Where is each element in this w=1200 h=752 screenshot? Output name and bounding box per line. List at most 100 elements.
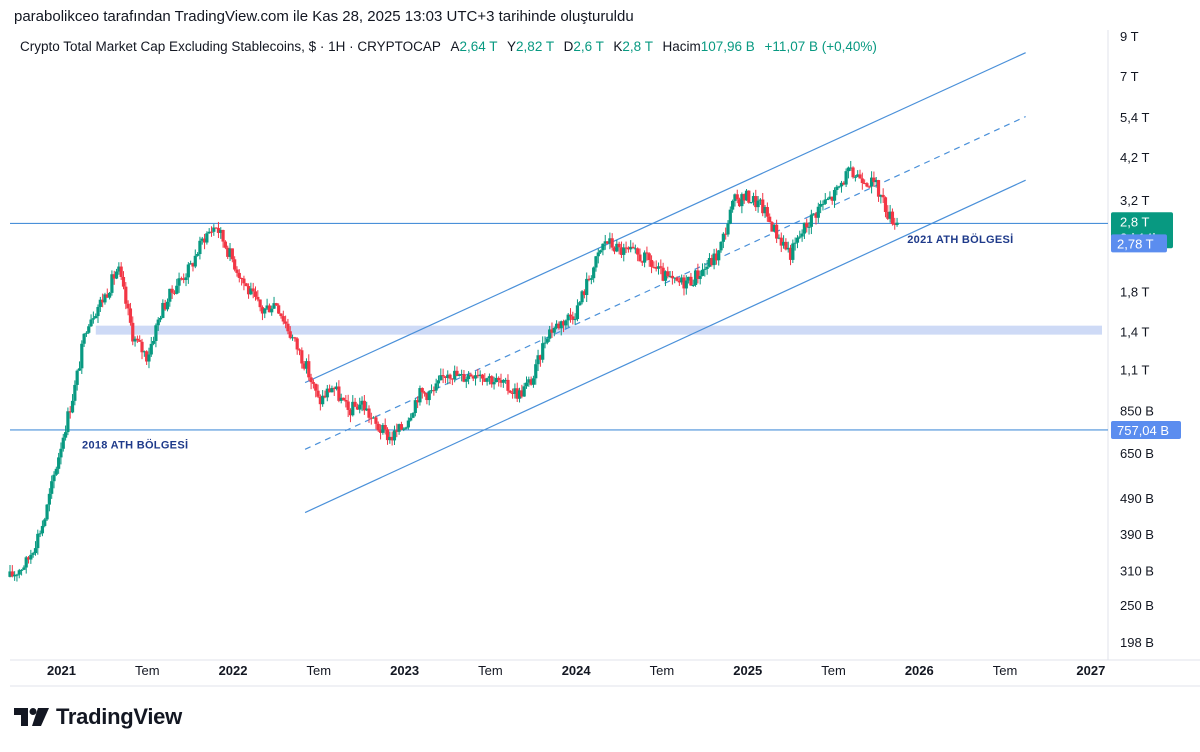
y-tick-label: 1,8 T xyxy=(1120,284,1149,299)
candle-body xyxy=(448,374,452,379)
candle-body xyxy=(406,420,410,428)
candle-body xyxy=(89,319,93,327)
candle-body xyxy=(436,380,441,384)
candle-body xyxy=(895,222,899,225)
candle-body xyxy=(828,196,832,200)
candle-body xyxy=(45,504,49,520)
candle-body xyxy=(367,408,371,418)
candle-body xyxy=(427,391,431,401)
candle-body xyxy=(304,361,309,369)
candle-body xyxy=(617,243,621,248)
y-tick-label: 1,1 T xyxy=(1120,363,1149,378)
x-tick-label: 2025 xyxy=(733,663,762,678)
candle-body xyxy=(501,379,505,383)
candle-body xyxy=(321,395,325,405)
candle-body xyxy=(705,266,709,269)
candle-body xyxy=(483,378,487,382)
candle-body xyxy=(832,189,837,201)
candle-body xyxy=(105,294,109,298)
candle-body xyxy=(228,248,232,257)
candle-body xyxy=(756,200,760,208)
candle-body xyxy=(184,277,188,281)
candle-body xyxy=(402,428,406,430)
candle-body xyxy=(772,224,776,232)
candle-body xyxy=(842,182,846,185)
candle-body xyxy=(659,266,663,268)
candle-body xyxy=(251,288,255,292)
candle-body xyxy=(193,255,197,267)
candle-body xyxy=(469,374,473,377)
x-tick-label: 2024 xyxy=(562,663,592,678)
candle-body xyxy=(594,256,598,268)
candle-body xyxy=(619,247,624,255)
candle-body xyxy=(886,211,890,219)
candle-body xyxy=(286,323,290,332)
candle-body xyxy=(531,378,536,385)
candle-body xyxy=(119,266,123,277)
candle-body xyxy=(413,400,417,414)
candle-body xyxy=(293,337,297,339)
candle-body xyxy=(54,468,58,475)
candle-body xyxy=(663,271,668,281)
candle-body xyxy=(31,553,35,555)
candle-body xyxy=(235,269,239,273)
candle-body xyxy=(378,430,383,433)
candle-body xyxy=(87,326,91,333)
candle-body xyxy=(263,308,267,314)
candle-body xyxy=(615,243,619,252)
candle-body xyxy=(561,321,566,326)
tradingview-logo[interactable]: TradingView xyxy=(14,704,182,730)
candle-body xyxy=(524,382,529,387)
candle-body xyxy=(710,258,714,266)
candle-body xyxy=(554,323,559,328)
candle-body xyxy=(520,390,524,397)
x-tick-label: Tem xyxy=(307,663,332,678)
candle-body xyxy=(272,303,276,309)
candle-body xyxy=(309,377,313,383)
candle-body xyxy=(737,199,742,207)
candle-body xyxy=(837,186,841,188)
level-price-box-0 xyxy=(1111,234,1167,253)
candle-body xyxy=(77,368,82,371)
candle-body xyxy=(721,233,725,242)
candle-body xyxy=(91,318,95,320)
candle-body xyxy=(73,384,77,401)
candle-body xyxy=(314,383,318,391)
candle-body xyxy=(805,222,809,228)
candle-body xyxy=(156,319,160,326)
candle-body xyxy=(795,237,800,243)
candle-body xyxy=(140,341,144,353)
candle-body xyxy=(80,343,84,369)
candle-body xyxy=(856,174,860,177)
candle-body xyxy=(696,270,700,279)
candle-body xyxy=(19,569,24,571)
candle-body xyxy=(768,216,772,223)
candle-body xyxy=(40,525,45,534)
candle-body xyxy=(587,278,591,280)
candle-body xyxy=(66,411,70,433)
candle-body xyxy=(221,229,225,242)
candle-body xyxy=(175,285,179,294)
candle-body xyxy=(649,260,654,267)
candle-body xyxy=(17,570,21,575)
x-tick-label: 2021 xyxy=(47,663,76,678)
candle-body xyxy=(126,303,130,309)
candle-body xyxy=(629,246,633,250)
candle-body xyxy=(798,236,802,238)
y-tick-label: 7 T xyxy=(1120,69,1139,84)
candle-body xyxy=(24,557,28,568)
candle-body xyxy=(879,194,883,197)
candle-body xyxy=(735,194,739,200)
candle-body xyxy=(230,248,234,260)
y-tick-label: 5,4 T xyxy=(1120,110,1149,125)
candle-body xyxy=(777,237,781,239)
candle-body xyxy=(599,250,603,253)
candle-body xyxy=(351,401,355,416)
y-tick-label: 390 B xyxy=(1120,527,1154,542)
candle-body xyxy=(652,266,656,268)
candle-body xyxy=(392,430,397,441)
candle-body xyxy=(846,167,851,172)
symbol-title[interactable]: Crypto Total Market Cap Excluding Stable… xyxy=(20,39,441,54)
y-tick-label: 9 T xyxy=(1120,29,1139,44)
